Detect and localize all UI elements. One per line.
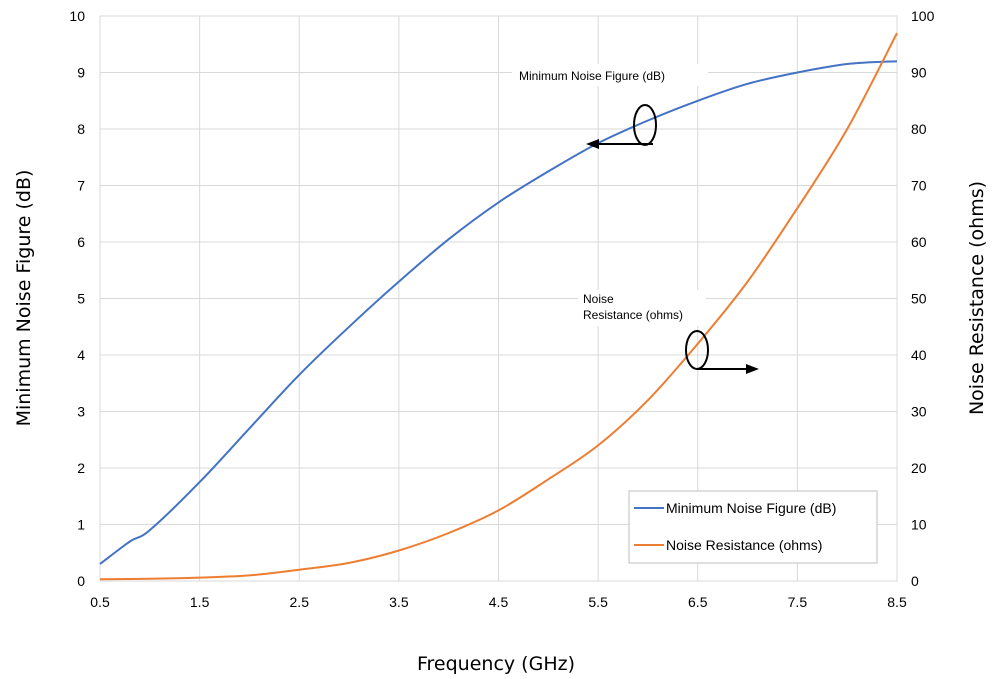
y-right-tick-label: 90 [911, 65, 927, 81]
y-right-tick-label: 50 [911, 291, 927, 307]
y-left-tick-label: 5 [77, 291, 85, 307]
nf-annotation-label: Minimum Noise Figure (dB) [519, 69, 665, 83]
y-left-tick-label: 2 [77, 460, 85, 476]
series-layer [99, 32, 898, 581]
x-tick-labels: 0.5 1.5 2.5 3.5 4.5 5.5 6.5 7.5 8.5 [90, 594, 907, 610]
y-left-tick-label: 0 [77, 573, 85, 589]
y-right-tick-label: 30 [911, 404, 927, 420]
y-right-tick-label: 70 [911, 178, 927, 194]
nf-arrow-head [586, 139, 599, 149]
x-tick-label: 2.5 [290, 594, 310, 610]
x-axis-title: Frequency (GHz) [417, 653, 575, 675]
x-tick-label: 3.5 [389, 594, 409, 610]
y-left-tick-label: 1 [77, 517, 85, 533]
x-tick-label: 4.5 [489, 594, 509, 610]
legend-label-nf: Minimum Noise Figure (dB) [666, 500, 836, 516]
legend-label-nr: Noise Resistance (ohms) [666, 537, 822, 553]
y-right-tick-label: 10 [911, 517, 927, 533]
y-right-tick-labels: 0 10 20 30 40 50 60 70 80 90 100 [911, 8, 935, 589]
y-left-tick-labels: 0 1 2 3 4 5 6 7 8 9 10 [69, 8, 85, 589]
y-left-tick-label: 3 [77, 404, 85, 420]
nr-arrow-head [746, 364, 759, 374]
x-tick-label: 8.5 [887, 594, 907, 610]
nr-annotation-ellipse [685, 330, 709, 370]
y-left-tick-label: 8 [77, 121, 85, 137]
y-right-tick-label: 60 [911, 234, 927, 250]
x-tick-label: 1.5 [190, 594, 210, 610]
x-tick-label: 0.5 [90, 594, 110, 610]
y-left-tick-label: 4 [77, 347, 85, 363]
nf-annotation: Minimum Noise Figure (dB) [512, 64, 708, 149]
y-right-tick-label: 40 [911, 347, 927, 363]
y-right-axis-title: Noise Resistance (ohms) [966, 181, 988, 415]
y-right-tick-label: 20 [911, 460, 927, 476]
y-left-tick-label: 7 [77, 178, 85, 194]
x-tick-label: 7.5 [788, 594, 808, 610]
legend: Minimum Noise Figure (dB) Noise Resistan… [628, 490, 878, 564]
y-right-tick-label: 0 [911, 573, 919, 589]
x-tick-label: 6.5 [688, 594, 708, 610]
nr-annotation-label-1: Noise [583, 292, 614, 306]
y-left-tick-label: 6 [77, 234, 85, 250]
y-right-tick-label: 100 [911, 8, 935, 24]
series-line-min-noise-figure [99, 60, 898, 565]
y-left-axis-title: Minimum Noise Figure (dB) [13, 170, 35, 427]
series-line-noise-resistance [99, 32, 898, 581]
nr-annotation: Noise Resistance (ohms) [578, 290, 759, 374]
plot-area [99, 15, 898, 582]
y-right-tick-label: 80 [911, 121, 927, 137]
x-tick-label: 5.5 [588, 594, 608, 610]
y-left-tick-label: 10 [69, 8, 85, 24]
y-left-tick-label: 9 [77, 65, 85, 81]
grid-lines [99, 15, 898, 582]
nr-annotation-label-2: Resistance (ohms) [583, 308, 683, 322]
